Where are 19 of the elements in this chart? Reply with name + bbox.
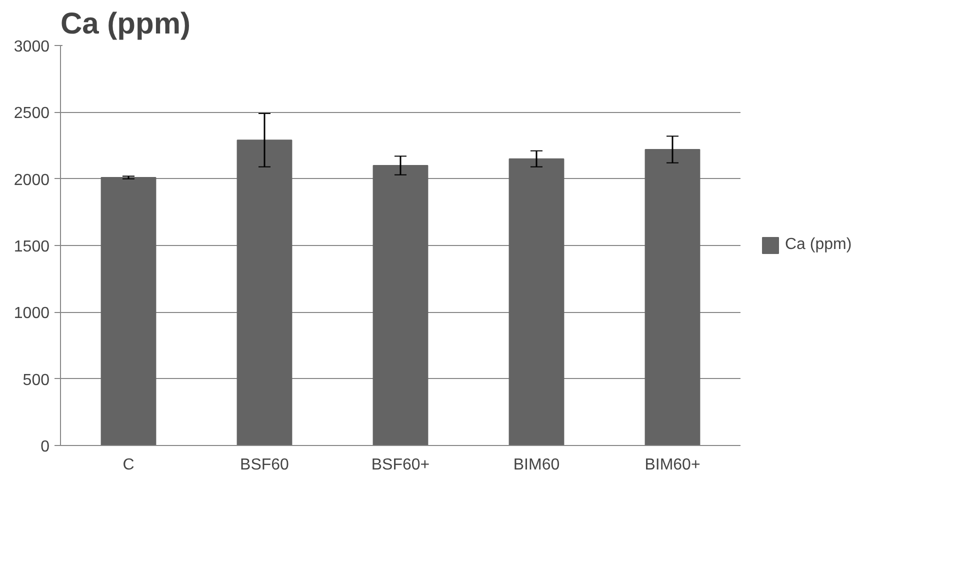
chart-title: Ca (ppm) <box>60 8 190 40</box>
y-tick-label: 500 <box>22 372 50 389</box>
y-tick-label: 0 <box>40 438 50 456</box>
bar <box>372 165 428 446</box>
x-tick-label: BSF60+ <box>371 456 430 474</box>
y-tick-label: 1000 <box>14 305 50 322</box>
bar <box>236 140 292 446</box>
bar <box>508 158 564 446</box>
x-tick-label: C <box>122 456 134 474</box>
y-tick-label: 1500 <box>14 238 50 256</box>
y-tick-label: 2500 <box>14 105 50 122</box>
x-tick-label: BIM60+ <box>644 456 700 474</box>
legend-label: Ca (ppm) <box>785 236 852 254</box>
bar <box>100 177 156 446</box>
y-tick-label: 3000 <box>14 38 50 56</box>
y-tick-label: 2000 <box>14 172 50 189</box>
x-tick-label: BSF60 <box>240 456 290 474</box>
bar <box>644 149 700 446</box>
x-tick-label: BIM60 <box>513 456 560 474</box>
